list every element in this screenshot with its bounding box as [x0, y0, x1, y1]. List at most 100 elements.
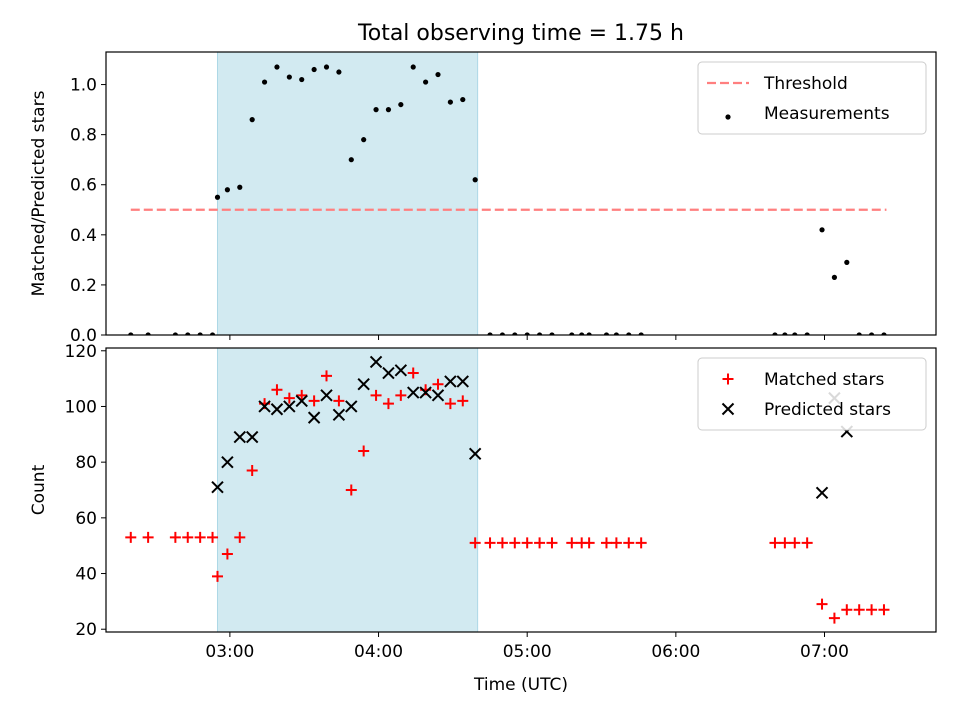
x-tick-label: 05:00	[503, 642, 552, 662]
matched-star-point	[283, 392, 295, 404]
x-tick-label: 06:00	[651, 642, 700, 662]
measurement-point	[172, 332, 178, 335]
matched-star-point	[600, 537, 612, 549]
measurement-point	[361, 137, 367, 143]
matched-star-point	[345, 484, 357, 496]
y-axis-label: Matched/Predicted stars	[29, 90, 49, 296]
matched-star-point	[432, 378, 444, 390]
matched-star-point	[469, 537, 481, 549]
predicted-star-point	[345, 400, 358, 413]
y-tick-label: 40	[75, 565, 97, 585]
y-tick-label: 20	[75, 620, 97, 640]
y-tick-label: 1.0	[70, 76, 97, 96]
measurement-point	[536, 332, 543, 335]
matched-star-point	[534, 537, 546, 549]
measurement-point	[472, 177, 478, 183]
measurement-point	[638, 332, 644, 335]
measurement-point	[804, 332, 810, 335]
predicted-star-point	[283, 400, 296, 413]
matched-star-point	[801, 537, 813, 549]
y-tick-label: 0.2	[70, 276, 97, 296]
matched-star-point	[457, 395, 469, 407]
legend-matched-swatch	[722, 373, 734, 385]
measurement-point	[385, 107, 392, 113]
y-tick-label: 80	[75, 453, 97, 473]
matched-star-point	[484, 537, 496, 549]
measurement-point	[237, 184, 243, 190]
measurement-point	[209, 332, 216, 335]
measurement-point	[145, 332, 151, 335]
predicted-star-point	[221, 455, 234, 469]
matched-star-point	[125, 531, 137, 543]
matched-star-point	[333, 395, 345, 407]
measurement-point	[782, 332, 788, 335]
predicted-star-point	[382, 366, 395, 380]
matched-star-point	[321, 370, 333, 382]
measurement-point	[185, 332, 191, 335]
matched-star-point	[769, 537, 781, 549]
legend: Threshold Measurements	[697, 61, 927, 135]
y-tick-label: 60	[75, 509, 97, 529]
measurement-point	[447, 99, 453, 105]
plot-area	[128, 52, 887, 335]
predicted-star-point	[357, 377, 370, 391]
matched-star-point	[816, 598, 828, 610]
predicted-star-point	[444, 375, 457, 388]
measurement-point	[249, 117, 255, 123]
top-axes: 0.0 0.2 0.4 0.6 0.8 1.0 Matched/Predicted star…	[29, 51, 937, 346]
predicted-star-point	[407, 386, 420, 399]
bottom-axes: 20 40 60 80 100 120 03:00 04:00 05:00 06:00 07:00 C…	[29, 342, 937, 695]
matched-star-point	[296, 389, 308, 401]
y-axis-label: Count	[29, 464, 49, 515]
series-measurements	[128, 64, 887, 335]
plot-area	[125, 348, 890, 632]
measurement-point	[261, 79, 268, 85]
measurement-point	[868, 332, 875, 335]
measurement-point	[423, 79, 429, 85]
x-tick-label: 04:00	[354, 642, 403, 662]
measurement-point	[819, 227, 825, 233]
matched-star-point	[841, 604, 853, 616]
observing-window-shade	[216, 52, 479, 335]
matched-star-point	[635, 537, 647, 549]
matched-star-point	[182, 531, 194, 543]
measurement-point	[373, 107, 379, 113]
matched-star-point	[142, 531, 154, 543]
legend-label: Predicted stars	[764, 400, 891, 420]
legend-measurement-swatch	[725, 114, 731, 120]
matched-star-point	[194, 531, 206, 543]
matched-star-point	[370, 389, 382, 401]
predicted-star-point	[295, 394, 308, 408]
axes-frame	[105, 51, 937, 336]
measurement-point	[410, 64, 416, 70]
predicted-star-point	[211, 481, 224, 494]
matched-star-point	[828, 612, 840, 624]
y-tick-label: 120	[65, 342, 97, 362]
measurement-point	[524, 332, 530, 335]
measurement-point	[512, 332, 518, 335]
predicted-star-point	[468, 447, 482, 461]
measurement-point	[881, 332, 887, 335]
measurement-point	[499, 332, 506, 335]
predicted-star-point	[419, 386, 432, 399]
matched-star-point	[866, 604, 878, 616]
y-tick-label: 0.0	[70, 326, 97, 346]
matched-star-point	[779, 537, 791, 549]
matched-star-point	[246, 465, 258, 477]
measurement-point	[549, 332, 555, 335]
measurement-point	[128, 332, 134, 335]
matched-star-point	[169, 531, 181, 543]
measurement-point	[311, 66, 317, 73]
matched-star-point	[521, 537, 533, 549]
predicted-star-point	[258, 400, 271, 413]
measurement-point	[569, 332, 575, 335]
measurement-point	[856, 332, 862, 335]
matched-star-point	[211, 570, 223, 582]
legend: Matched stars Predicted stars	[697, 357, 927, 431]
x-tick-label: 03:00	[205, 642, 254, 662]
predicted-star-point	[431, 389, 445, 402]
legend-label: Matched stars	[764, 370, 884, 390]
legend-box	[697, 357, 927, 431]
matched-star-point	[358, 445, 370, 457]
